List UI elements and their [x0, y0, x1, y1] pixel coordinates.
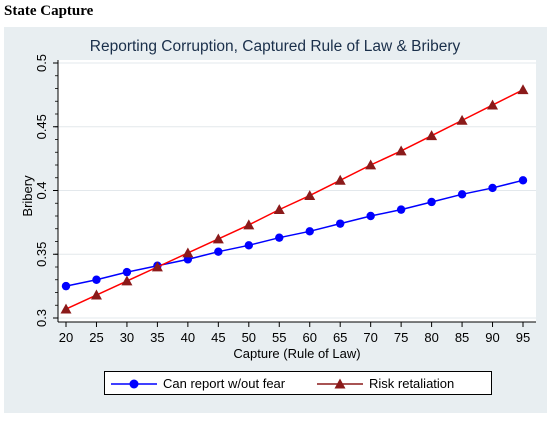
legend-marker-triangle [317, 378, 363, 389]
y-axis-label: Bribery [20, 175, 35, 217]
legend-label: Risk retaliation [369, 376, 455, 392]
data-point [396, 205, 406, 214]
data-point [304, 190, 316, 200]
data-point [61, 281, 71, 291]
data-point [395, 145, 407, 156]
x-axis-label: Capture (Rule of Law) [233, 346, 360, 361]
x-tick-label: 85 [455, 330, 469, 345]
data-point [334, 174, 346, 185]
data-point [366, 211, 375, 221]
data-point [122, 267, 132, 277]
data-point [60, 303, 72, 314]
data-point [90, 289, 102, 300]
legend-label: Can report w/out fear [163, 376, 286, 392]
legend-marker-circle [111, 379, 157, 389]
series-line-risk-retaliation [65, 89, 524, 310]
data-point [457, 190, 467, 199]
section-heading: State Capture [4, 3, 94, 19]
y-tick-label: 0.45 [34, 114, 49, 139]
x-tick-label: 45 [211, 330, 225, 345]
y-tick-label: 0.35 [34, 242, 49, 267]
x-tick-label: 50 [242, 330, 256, 345]
legend-item-can-report: Can report w/out fear [111, 375, 285, 391]
x-tick-label: 20 [59, 330, 73, 345]
legend: Can report w/out fear Risk retaliation [104, 371, 492, 395]
data-point [517, 84, 529, 95]
data-point [518, 176, 528, 185]
data-point [336, 219, 345, 228]
x-tick-label: 55 [272, 330, 286, 345]
x-tick-label: 30 [120, 330, 134, 345]
data-point [456, 114, 468, 125]
data-point [427, 197, 436, 207]
data-point [275, 233, 284, 242]
data-point [151, 261, 163, 272]
series-line-can-report [65, 179, 524, 287]
x-tick-label: 75 [394, 330, 408, 345]
x-tick-label: 35 [150, 330, 164, 345]
data-point [92, 275, 101, 284]
data-point [121, 275, 133, 286]
data-point [244, 241, 253, 250]
data-point [243, 219, 255, 230]
data-point [365, 159, 377, 170]
x-tick-label: 60 [302, 330, 316, 345]
x-tick-label: 80 [424, 330, 438, 345]
data-point [273, 204, 285, 215]
data-point [488, 183, 497, 193]
data-point [487, 99, 499, 110]
y-tick-label: 0.4 [34, 181, 49, 199]
x-tick-label: 40 [181, 330, 195, 345]
x-tick-label: 65 [333, 330, 347, 345]
data-point [305, 227, 314, 236]
x-tick-label: 95 [516, 330, 530, 345]
y-tick-label: 0.3 [34, 309, 49, 327]
x-tick-label: 90 [485, 330, 499, 345]
data-point [214, 247, 223, 256]
data-point [426, 130, 438, 141]
x-tick-label: 70 [363, 330, 377, 345]
chart-title: Reporting Corruption, Captured Rule of L… [90, 38, 461, 55]
legend-item-risk-retaliation: Risk retaliation [317, 375, 454, 391]
x-tick-label: 25 [89, 330, 103, 345]
data-point [182, 247, 194, 258]
data-point [212, 233, 224, 244]
y-tick-label: 0.5 [34, 54, 49, 72]
